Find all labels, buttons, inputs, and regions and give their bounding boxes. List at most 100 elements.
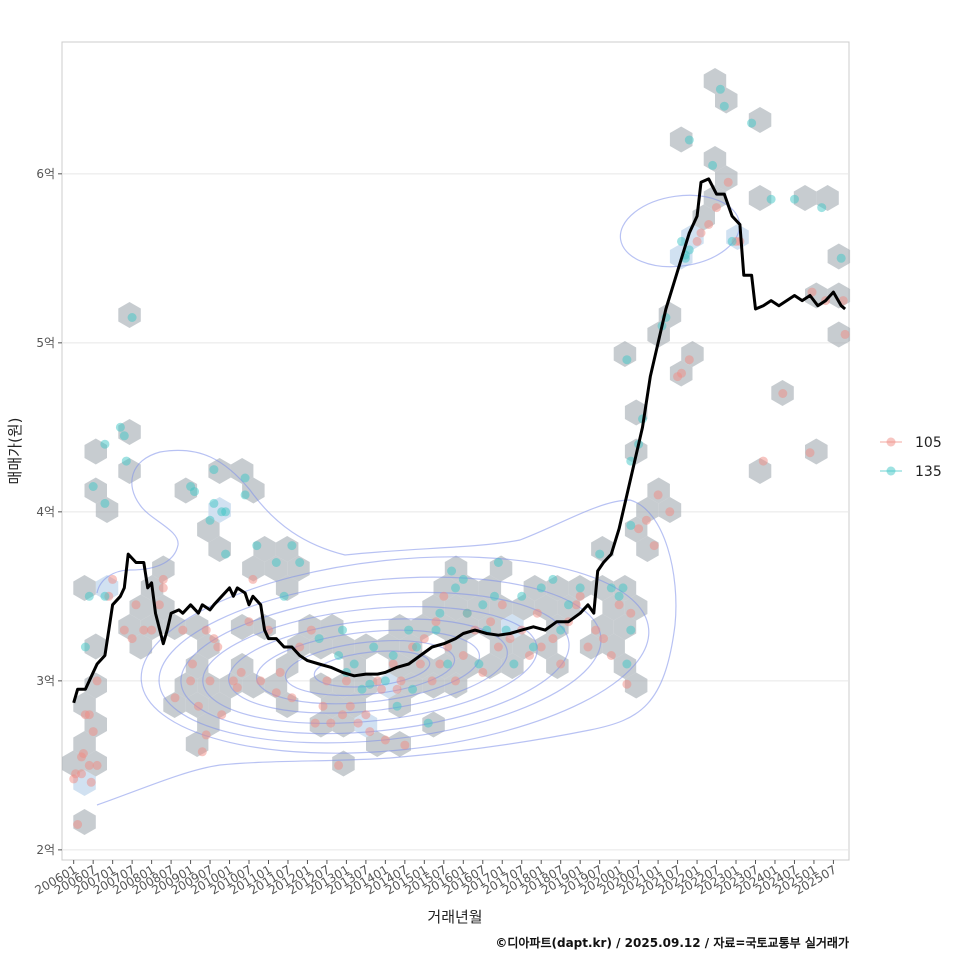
point-series-135	[451, 583, 460, 593]
point-series-135	[431, 625, 441, 635]
point-series-135	[575, 583, 585, 593]
point-series-105	[139, 625, 149, 635]
point-series-135	[365, 679, 375, 689]
point-series-135	[536, 583, 546, 593]
point-series-135	[766, 194, 776, 204]
point-series-135	[727, 236, 737, 246]
point-series-105	[723, 177, 733, 187]
point-series-105	[201, 625, 211, 635]
point-series-105	[505, 634, 515, 644]
point-series-105	[338, 710, 347, 720]
point-series-105	[419, 634, 429, 644]
point-series-105	[626, 608, 636, 618]
point-series-135	[817, 203, 827, 213]
legend-label-105: 105	[915, 435, 942, 451]
caption: ©디아파트(dapt.kr) / 2025.09.12 / 자료=국토교통부 실…	[495, 935, 849, 950]
point-series-105	[443, 642, 453, 652]
point-series-135	[412, 642, 421, 652]
point-series-105	[310, 718, 320, 728]
point-series-135	[684, 135, 694, 145]
point-series-105	[704, 220, 714, 229]
point-series-105	[649, 541, 659, 551]
point-series-105	[684, 355, 694, 365]
point-series-105	[318, 701, 328, 711]
hex-bin	[163, 692, 186, 718]
point-series-105	[431, 617, 441, 627]
data-points	[69, 84, 850, 829]
point-series-105	[478, 667, 488, 677]
point-series-105	[131, 600, 141, 610]
point-series-135	[84, 591, 94, 601]
point-series-135	[380, 676, 390, 686]
point-series-105	[591, 625, 601, 635]
point-series-105	[154, 600, 164, 610]
point-series-105	[696, 228, 706, 238]
hex-bin	[152, 555, 175, 582]
point-series-135	[357, 684, 367, 694]
point-series-135	[100, 498, 110, 508]
point-series-135	[458, 574, 468, 584]
point-series-135	[80, 642, 90, 652]
point-series-105	[415, 659, 425, 669]
point-series-105	[641, 515, 651, 525]
point-series-105	[287, 693, 297, 703]
point-series-105	[127, 634, 137, 644]
point-series-135	[509, 659, 519, 669]
density-contour	[228, 618, 508, 714]
point-series-105	[178, 625, 188, 635]
y-axis-ticks: 2억 3억 4억 5억 6억	[36, 167, 62, 857]
y-tick-label: 4억	[36, 505, 55, 519]
point-series-105	[571, 600, 581, 610]
hex-bin	[73, 731, 96, 757]
point-series-135	[115, 422, 125, 432]
point-series-105	[497, 600, 507, 610]
density-contour	[284, 640, 456, 696]
point-series-135	[622, 659, 632, 669]
point-series-135	[392, 701, 402, 711]
hex-bin	[444, 672, 468, 699]
point-series-135	[221, 549, 231, 559]
point-series-105	[388, 659, 398, 669]
point-series-135	[626, 520, 636, 530]
point-series-135	[190, 487, 199, 497]
point-series-105	[193, 701, 203, 711]
point-series-135	[836, 253, 846, 263]
point-series-135	[423, 718, 433, 728]
point-series-135	[747, 118, 757, 128]
point-series-105	[217, 710, 227, 720]
point-series-105	[427, 676, 437, 686]
point-series-135	[100, 439, 110, 449]
point-series-105	[92, 760, 102, 770]
point-series-105	[244, 617, 254, 627]
point-series-135	[295, 558, 305, 567]
hex-bin	[703, 185, 727, 211]
point-series-135	[271, 558, 281, 567]
point-series-135	[209, 465, 219, 475]
point-series-105	[248, 574, 258, 584]
point-series-135	[474, 659, 484, 669]
point-series-135	[564, 600, 573, 610]
point-series-105	[306, 625, 316, 635]
point-series-135	[462, 608, 472, 618]
point-series-105	[197, 747, 207, 757]
hex-bin	[197, 516, 220, 543]
point-series-105	[119, 625, 129, 635]
point-series-105	[205, 676, 215, 686]
point-series-135	[478, 600, 488, 610]
density-contour	[180, 591, 570, 735]
point-series-105	[228, 676, 238, 686]
hex-bin	[208, 692, 231, 718]
point-series-105	[392, 684, 402, 694]
point-series-135	[88, 482, 98, 491]
hex-bin	[320, 614, 344, 640]
point-series-135	[493, 558, 503, 567]
point-series-135	[715, 84, 725, 94]
point-series-135	[435, 608, 445, 618]
point-series-135	[279, 591, 289, 601]
hex-bin	[422, 672, 445, 699]
point-series-105	[186, 676, 196, 686]
hex-bin	[309, 711, 333, 738]
point-series-105	[758, 456, 768, 466]
point-series-105	[435, 659, 445, 669]
